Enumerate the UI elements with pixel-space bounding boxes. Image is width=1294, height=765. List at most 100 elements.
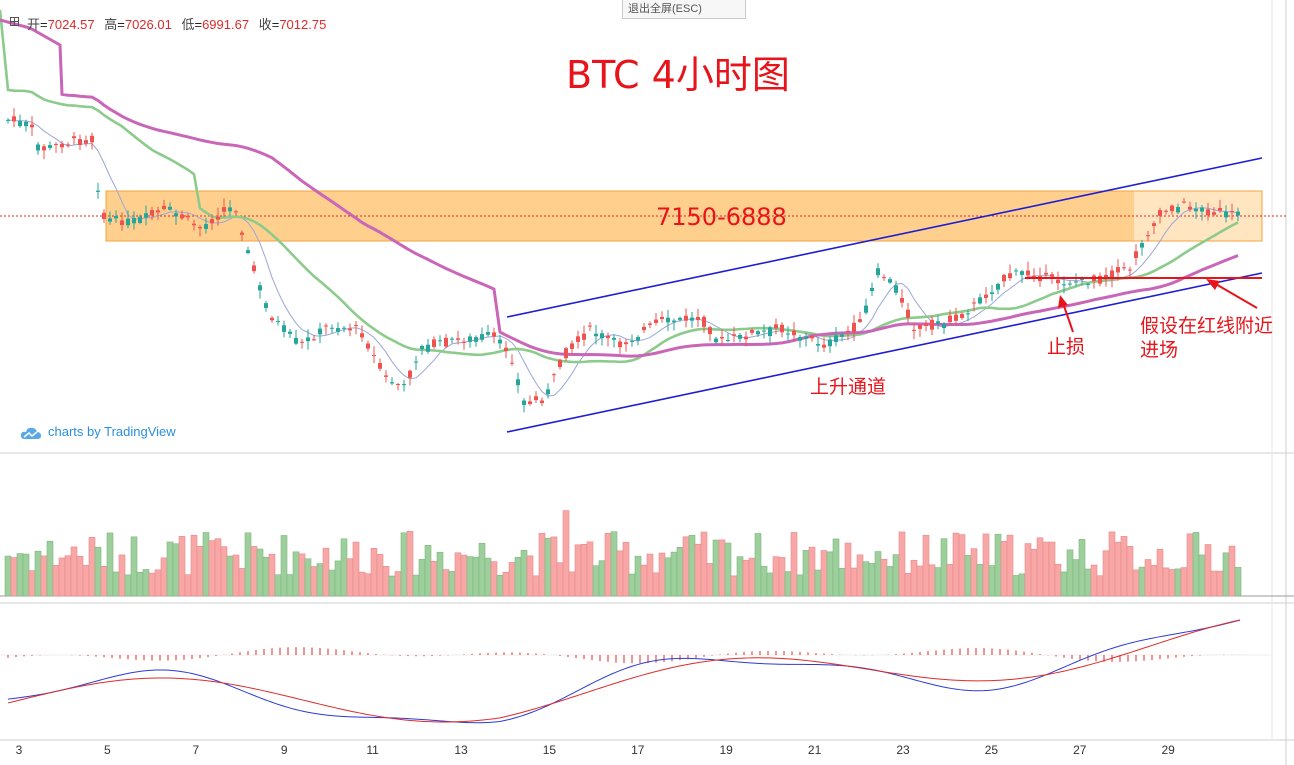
candle-body — [792, 330, 796, 336]
volume-bar — [10, 557, 18, 597]
expand-icon[interactable] — [10, 17, 19, 26]
volume-bar — [1048, 541, 1056, 597]
volume-bar — [538, 533, 546, 597]
x-tick-label: 23 — [896, 743, 910, 757]
volume-bar — [586, 541, 594, 597]
volume-bar — [952, 532, 960, 597]
candle-body — [378, 363, 382, 369]
candle-body — [30, 124, 34, 128]
candle-body — [624, 342, 628, 345]
volume-bar — [784, 571, 792, 597]
volume-bar — [28, 570, 36, 597]
volume-bar — [964, 555, 972, 597]
candle-body — [294, 337, 298, 344]
volume-bar — [706, 563, 714, 597]
candle-body — [78, 139, 82, 146]
candle-body — [552, 374, 556, 376]
volume-bar — [550, 536, 558, 597]
candle-body — [1224, 211, 1228, 218]
volume-bar — [592, 565, 600, 597]
candle-body — [1074, 281, 1078, 283]
volume-bar — [358, 571, 366, 597]
volume-bar — [1054, 563, 1062, 597]
candle-body — [366, 343, 370, 349]
volume-bar — [832, 538, 840, 597]
channel-lower-line — [506, 272, 1263, 433]
candle-body — [408, 370, 412, 378]
volume-bar — [100, 566, 108, 597]
tradingview-branding[interactable]: charts by TradingView — [20, 424, 176, 440]
candle-body — [6, 119, 10, 121]
volume-bar — [244, 532, 252, 597]
volume-bar — [1126, 545, 1134, 597]
close-value: 7012.75 — [279, 17, 327, 32]
volume-bar — [682, 536, 690, 597]
volume-bar — [310, 566, 318, 597]
candle-body — [234, 211, 238, 213]
candle-body — [1176, 206, 1180, 213]
volume-bar — [466, 556, 474, 597]
candle-body — [984, 294, 988, 298]
candle-body — [894, 285, 898, 293]
candle-body — [174, 213, 178, 217]
candle-body — [1170, 205, 1174, 212]
volume-bar — [880, 558, 888, 597]
volume-bar — [718, 539, 726, 597]
candle-body — [906, 309, 910, 318]
volume-bar — [1192, 532, 1200, 597]
entry-annotation-line2: 进场 — [1140, 339, 1179, 361]
volume-bar — [946, 564, 954, 597]
volume-bar — [328, 569, 336, 597]
volume-bar — [700, 531, 708, 597]
volume-bar — [574, 544, 582, 597]
volume-bar — [460, 554, 468, 597]
volume-bar — [370, 548, 378, 597]
volume-bar — [994, 533, 1002, 597]
candle-body — [66, 144, 70, 146]
x-tick-label: 21 — [807, 743, 822, 757]
candle-body — [1128, 269, 1132, 271]
volume-bar — [730, 575, 738, 597]
volume-bar — [136, 572, 144, 597]
volume-bar — [1018, 573, 1026, 597]
candle-body — [276, 320, 280, 322]
candle-body — [618, 341, 622, 348]
low-label: 低 — [181, 17, 195, 32]
candle-body — [876, 268, 880, 276]
volume-bar — [904, 573, 912, 597]
volume-bar — [1204, 544, 1212, 597]
volume-bar — [190, 534, 198, 597]
volume-bar — [826, 551, 834, 597]
stop-annotation: 止损 — [1047, 336, 1086, 358]
volume-bar — [760, 565, 768, 597]
volume-bar — [868, 563, 876, 597]
branding-text: charts by TradingView — [48, 424, 176, 439]
candle-body — [672, 320, 676, 323]
candle-body — [942, 323, 946, 329]
candle-body — [1110, 270, 1114, 280]
volume-bar — [226, 555, 234, 597]
candle-body — [546, 389, 550, 395]
x-tick-label: 13 — [454, 743, 468, 757]
low-value: 6991.67 — [202, 17, 250, 32]
exit-fullscreen-button[interactable]: 退出全屏(ESC) — [622, 0, 746, 19]
candle-body — [72, 136, 76, 139]
open-value: 7024.57 — [47, 17, 95, 32]
volume-bar — [1096, 575, 1104, 597]
volume-bar — [214, 538, 222, 597]
candle-body — [240, 232, 244, 235]
volume-bar — [16, 553, 24, 597]
volume-bar — [1066, 549, 1074, 597]
volume-bar — [772, 556, 780, 597]
volume-bar — [1024, 543, 1032, 597]
candle-body — [600, 333, 604, 339]
candle-body — [930, 319, 934, 330]
candle-body — [852, 322, 856, 333]
candle-body — [1086, 284, 1090, 286]
volume-bar — [988, 565, 996, 597]
volume-bar — [652, 572, 660, 597]
candle-body — [228, 207, 232, 212]
volume-bar — [4, 555, 12, 597]
volume-bar — [1036, 537, 1044, 597]
